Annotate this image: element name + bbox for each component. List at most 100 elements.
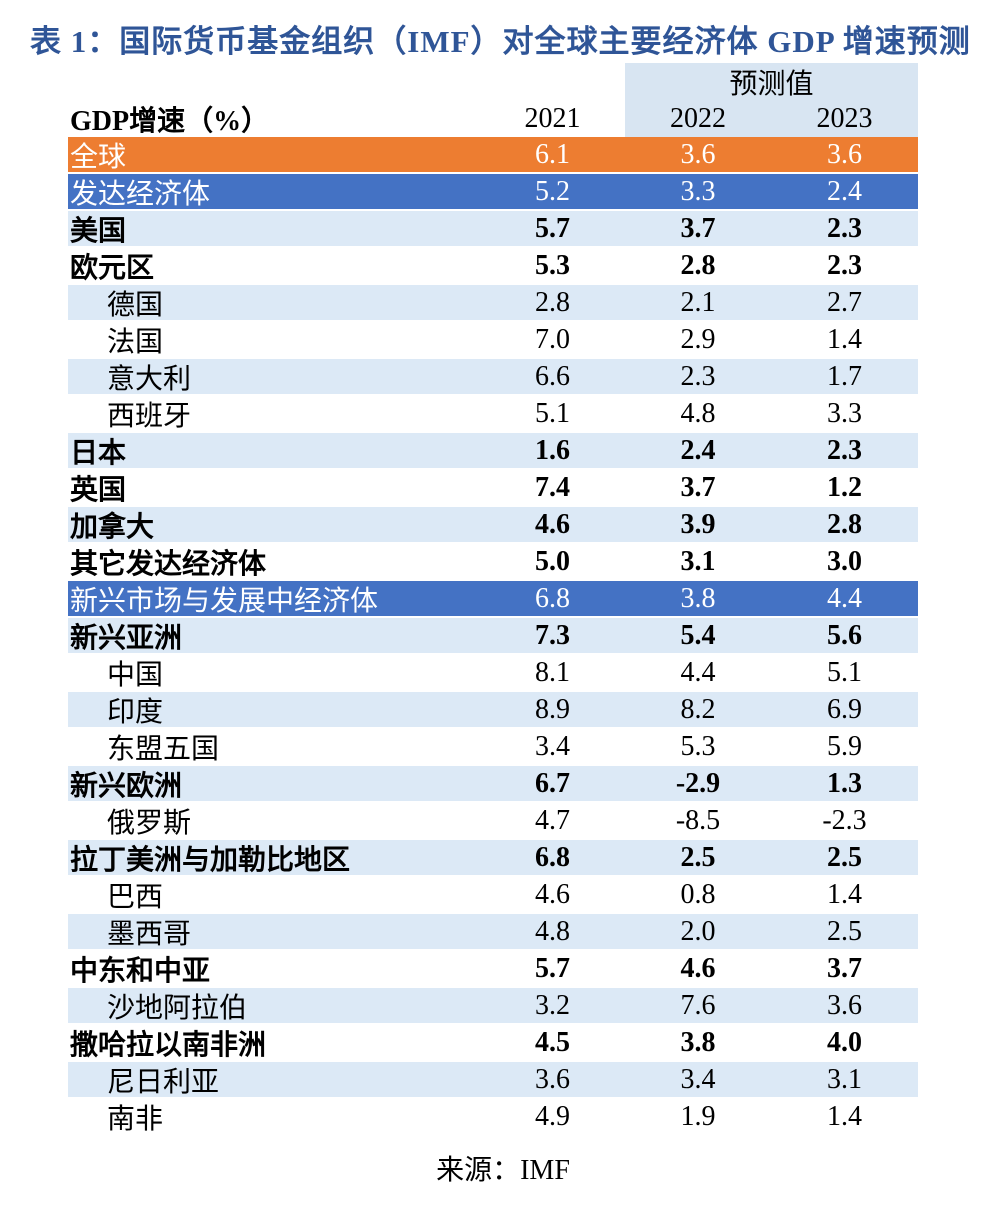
row-label: 其它发达经济体	[70, 548, 267, 580]
row-value-2022: 3.7	[680, 212, 716, 244]
row-label: 加拿大	[70, 511, 155, 543]
row-label: 德国	[107, 289, 164, 321]
forecast-highlight-band	[625, 63, 918, 137]
row-value-2021: 5.1	[535, 397, 570, 429]
row-value-2023: -2.3	[822, 804, 867, 836]
row-value-2021: 5.0	[535, 545, 570, 577]
table-row: 新兴市场与发展中经济体 6.8 3.8 4.4	[68, 581, 918, 618]
table-caption: 表 1：国际货币基金组织（IMF）对全球主要经济体 GDP 增速预测	[30, 24, 971, 59]
row-label: 墨西哥	[107, 918, 192, 950]
column-header-gdp-growth: GDP增速（%）	[70, 105, 270, 137]
table-row: 英国 7.4 3.7 1.2	[68, 470, 918, 507]
row-value-2023: 3.7	[827, 952, 862, 984]
table-row: 意大利 6.6 2.3 1.7	[68, 359, 918, 396]
row-label: 发达经济体	[70, 178, 211, 210]
row-value-2022: 3.9	[680, 508, 716, 540]
row-label: 撒哈拉以南非洲	[70, 1029, 267, 1061]
row-value-2022: 5.3	[680, 730, 716, 762]
table-row: 尼日利亚 3.6 3.4 3.1	[68, 1062, 918, 1099]
row-value-2021: 6.6	[535, 360, 570, 392]
row-value-2021: 4.9	[535, 1100, 570, 1132]
row-value-2022: 3.3	[680, 175, 716, 207]
row-value-2022: 2.5	[680, 841, 716, 873]
row-value-2021: 6.8	[535, 582, 570, 614]
row-value-2023: 5.6	[827, 619, 862, 651]
row-value-2023: 1.2	[827, 471, 862, 503]
row-value-2023: 2.5	[827, 841, 862, 873]
row-value-2023: 2.4	[827, 175, 862, 207]
row-value-2021: 4.8	[535, 915, 570, 947]
row-value-2023: 2.8	[827, 508, 862, 540]
table-row: 美国 5.7 3.7 2.3	[68, 211, 918, 248]
row-label: 尼日利亚	[107, 1066, 220, 1098]
table-row: 俄罗斯 4.7 -8.5 -2.3	[68, 803, 918, 840]
forecast-label: 预测值	[729, 68, 814, 100]
row-label: 中东和中亚	[70, 955, 211, 987]
row-value-2021: 5.7	[535, 952, 570, 984]
row-value-2023: 2.3	[827, 212, 862, 244]
table-row: 加拿大 4.6 3.9 2.8	[68, 507, 918, 544]
row-value-2023: 4.4	[827, 582, 862, 614]
row-value-2021: 4.5	[535, 1026, 570, 1058]
row-value-2023: 3.6	[827, 989, 862, 1021]
row-value-2021: 8.9	[535, 693, 570, 725]
row-value-2021: 3.6	[535, 1063, 570, 1095]
row-label: 拉丁美洲与加勒比地区	[70, 844, 351, 876]
row-value-2022: 4.8	[680, 397, 716, 429]
row-value-2023: 2.5	[827, 915, 862, 947]
row-label: 东盟五国	[107, 733, 220, 765]
row-value-2021: 7.3	[535, 619, 570, 651]
row-label: 巴西	[107, 881, 164, 913]
table-row: 南非 4.9 1.9 1.4	[68, 1099, 918, 1136]
row-value-2022: 2.3	[680, 360, 716, 392]
row-value-2022: 3.1	[680, 545, 716, 577]
column-header-2021: 2021	[524, 102, 581, 134]
table-row: 巴西 4.6 0.8 1.4	[68, 877, 918, 914]
row-value-2022: 8.2	[680, 693, 716, 725]
row-value-2023: 3.1	[827, 1063, 862, 1095]
row-value-2022: 2.9	[680, 323, 716, 355]
table-row: 日本 1.6 2.4 2.3	[68, 433, 918, 470]
row-value-2021: 7.4	[535, 471, 570, 503]
row-label: 西班牙	[107, 400, 192, 432]
row-value-2021: 4.6	[535, 508, 570, 540]
table-row: 东盟五国 3.4 5.3 5.9	[68, 729, 918, 766]
row-value-2021: 4.6	[535, 878, 570, 910]
table-body: 全球 6.1 3.6 3.6 发达经济体 5.2 3.3 2.4 美国 5.7 3.7 2.3 欧元区 5…	[68, 137, 918, 1136]
row-value-2023: 3.0	[827, 545, 862, 577]
row-value-2023: 1.4	[827, 1100, 862, 1132]
row-value-2022: 0.8	[680, 878, 716, 910]
column-header-2023: 2023	[816, 102, 873, 134]
source-note: 来源：IMF	[436, 1155, 570, 1186]
row-label: 新兴市场与发展中经济体	[70, 585, 379, 617]
row-value-2023: 5.9	[827, 730, 862, 762]
row-value-2023: 2.3	[827, 434, 862, 466]
gdp-growth-table: 预测值 GDP增速（%） 2021 2022 2023 全球 6.1 3.6 3.6 发…	[68, 63, 918, 1136]
row-value-2023: 3.6	[827, 138, 862, 170]
row-label: 南非	[107, 1103, 164, 1135]
row-value-2021: 5.7	[535, 212, 570, 244]
row-value-2023: 1.4	[827, 878, 862, 910]
row-value-2023: 1.4	[827, 323, 862, 355]
table-header: 预测值 GDP增速（%） 2021 2022 2023	[68, 63, 918, 137]
table-row: 发达经济体 5.2 3.3 2.4	[68, 174, 918, 211]
row-value-2021: 8.1	[535, 656, 570, 688]
table-row: 中东和中亚 5.7 4.6 3.7	[68, 951, 918, 988]
row-label: 新兴亚洲	[70, 622, 183, 654]
row-value-2022: -8.5	[675, 804, 721, 836]
row-value-2023: 4.0	[827, 1026, 862, 1058]
row-value-2022: 2.8	[680, 249, 716, 281]
row-label: 全球	[70, 141, 127, 173]
row-value-2021: 1.6	[535, 434, 570, 466]
table-row: 新兴欧洲 6.7 -2.9 1.3	[68, 766, 918, 803]
row-label: 印度	[107, 696, 164, 728]
row-value-2021: 6.8	[535, 841, 570, 873]
row-value-2021: 7.0	[535, 323, 570, 355]
row-value-2023: 5.1	[827, 656, 862, 688]
row-value-2022: 2.0	[680, 915, 716, 947]
row-value-2021: 6.7	[535, 767, 570, 799]
table-row: 其它发达经济体 5.0 3.1 3.0	[68, 544, 918, 581]
row-label: 日本	[70, 437, 127, 469]
row-value-2021: 4.7	[535, 804, 570, 836]
row-value-2023: 3.3	[827, 397, 862, 429]
